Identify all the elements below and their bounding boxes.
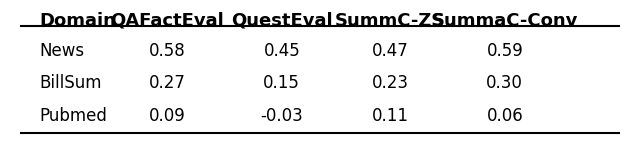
Text: 0.09: 0.09 [148, 107, 186, 125]
Text: Domain: Domain [40, 12, 116, 30]
Text: QuestEval: QuestEval [231, 12, 333, 30]
Text: 0.58: 0.58 [148, 42, 186, 60]
Text: Pubmed: Pubmed [40, 107, 108, 125]
Text: SummC-ZS: SummC-ZS [335, 12, 445, 30]
Text: SummaC-Conv: SummaC-Conv [431, 12, 578, 30]
Text: 0.30: 0.30 [486, 74, 524, 93]
Text: News: News [40, 42, 84, 60]
Text: 0.45: 0.45 [264, 42, 300, 60]
Text: 0.59: 0.59 [486, 42, 523, 60]
Text: 0.27: 0.27 [148, 74, 186, 93]
Text: -0.03: -0.03 [260, 107, 303, 125]
Text: 0.23: 0.23 [372, 74, 408, 93]
Text: BillSum: BillSum [40, 74, 102, 93]
Text: 0.11: 0.11 [372, 107, 408, 125]
Text: QAFactEval: QAFactEval [110, 12, 224, 30]
Text: 0.15: 0.15 [263, 74, 300, 93]
Text: 0.06: 0.06 [486, 107, 523, 125]
Text: 0.47: 0.47 [372, 42, 408, 60]
